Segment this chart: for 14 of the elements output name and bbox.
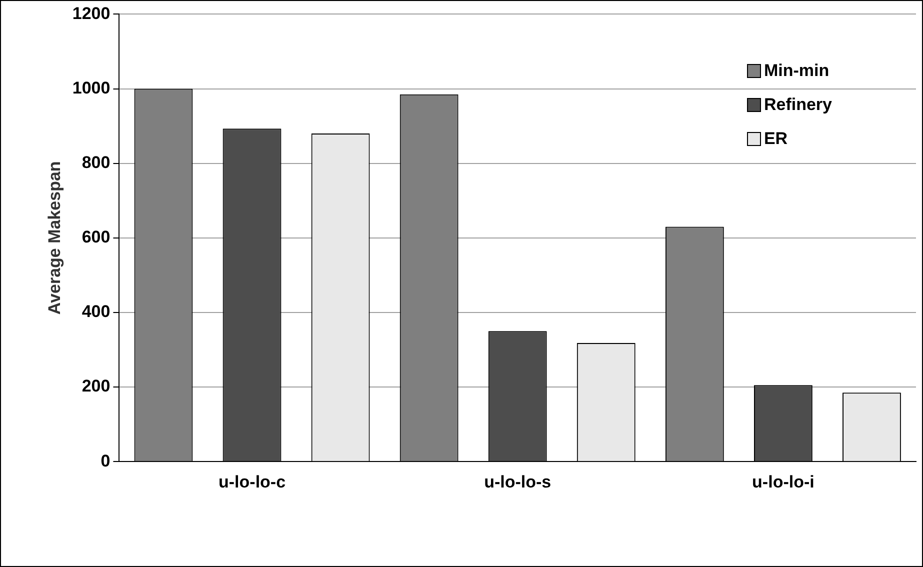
x-tick-label: u-lo-lo-s: [484, 472, 552, 492]
legend-label: Min-min: [764, 61, 830, 81]
y-tick-label: 800: [82, 153, 110, 172]
y-tick-label: 200: [82, 376, 110, 396]
x-tick-label: u-lo-lo-i: [752, 472, 814, 492]
legend-label: ER: [764, 129, 788, 149]
y-axis-title: Average Makespan: [44, 161, 64, 315]
y-tick-label: 1200: [72, 4, 110, 23]
y-tick-label: 1000: [72, 78, 110, 98]
y-tick-label: 600: [82, 228, 110, 247]
legend-label: Refinery: [764, 95, 832, 115]
y-tick-label: 400: [82, 302, 110, 322]
y-tick-label: 0: [100, 451, 110, 470]
x-tick-label: u-lo-lo-c: [218, 472, 286, 492]
